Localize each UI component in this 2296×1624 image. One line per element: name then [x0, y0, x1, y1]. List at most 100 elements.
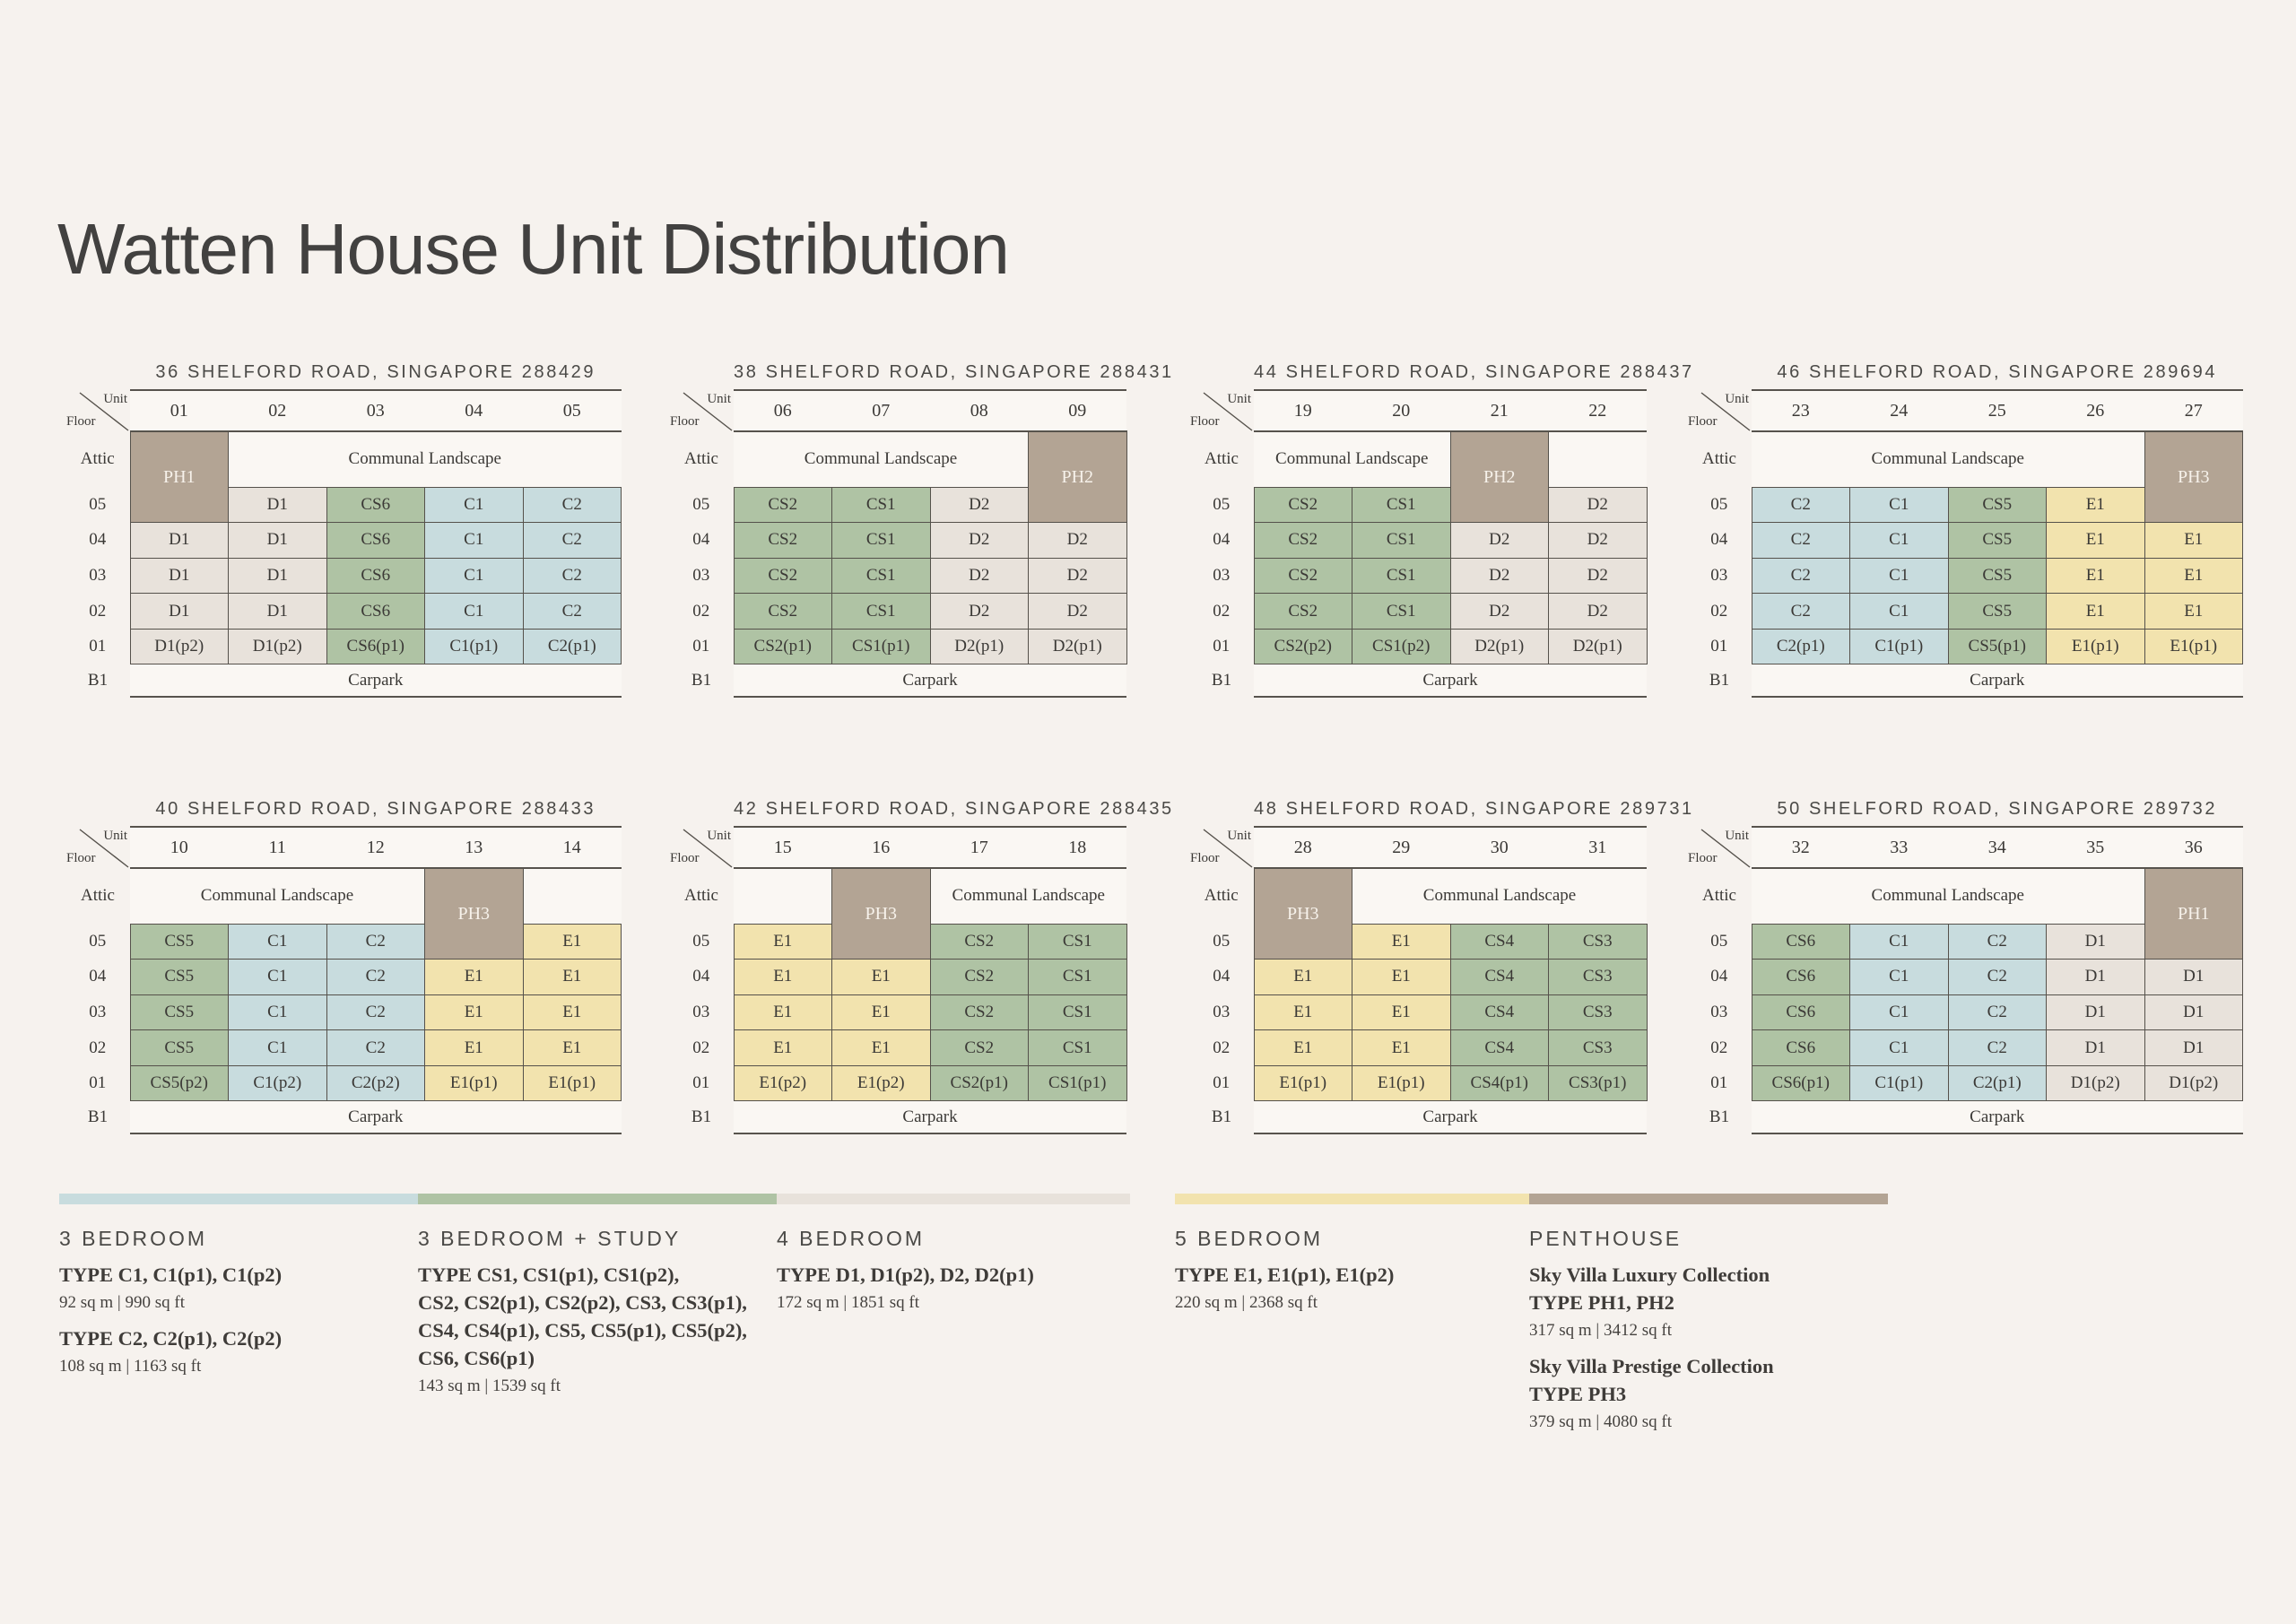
- unit-cell: D1(p2): [228, 628, 327, 665]
- unit-cell: CS1: [1028, 994, 1127, 1031]
- unit-cell: C1: [228, 923, 327, 960]
- unit-cell: E1: [2046, 522, 2145, 559]
- penthouse-cell: PH3: [424, 867, 524, 960]
- unit-cell: C1: [424, 522, 524, 559]
- unit-number: 30: [1450, 826, 1549, 869]
- unit-distribution-grid: Unit Floor 23 24 25 26 27 Attic Communal Landsca…: [1687, 389, 2243, 698]
- unit-cell: D2: [1028, 593, 1127, 630]
- unit-cell: C2(p1): [522, 628, 622, 665]
- floor-label: 03: [89, 1002, 107, 1021]
- unit-cell: D2: [1548, 593, 1648, 630]
- unit-cell: E1: [831, 1029, 931, 1066]
- unit-cell: C2: [522, 557, 622, 595]
- unit-number: 31: [1548, 826, 1647, 869]
- unit-cell: E1: [831, 959, 931, 995]
- floor-label: 01: [692, 1073, 710, 1093]
- unit-size: 220 sq m | 2368 sq ft: [1175, 1293, 1318, 1312]
- unit-number: 09: [1028, 389, 1126, 432]
- unit-number: 12: [326, 826, 425, 869]
- floor-label: 02: [1710, 601, 1728, 621]
- unit-axis-label: Unit: [1725, 829, 1749, 843]
- unit-cell: C1: [1849, 1029, 1949, 1066]
- unit-cell: E1: [1253, 959, 1352, 995]
- floor-label: 04: [1710, 967, 1728, 986]
- unit-cell: C1: [1849, 994, 1949, 1031]
- unit-cell: CS2: [929, 923, 1029, 960]
- floor-label: 04: [1213, 967, 1231, 986]
- unit-cell: D2(p1): [1449, 628, 1549, 665]
- unit-cell: D1: [129, 522, 229, 559]
- unit-cell: CS6: [326, 486, 425, 524]
- unit-cell: CS2: [1253, 522, 1352, 559]
- unit-size: 317 sq m | 3412 sq ft: [1529, 1321, 1672, 1340]
- legend-entry: Sky Villa Luxury Collection TYPE PH1, PH2…: [1529, 1261, 1888, 1343]
- unit-distribution-grid: Unit Floor 01 02 03 04 05 Attic PH1 Communal Land…: [65, 389, 622, 698]
- unit-cell: D2: [929, 557, 1029, 595]
- unit-number: 16: [831, 826, 930, 869]
- unit-distribution-grid: Unit Floor 32 33 34 35 36 Attic Communal Landsca…: [1687, 826, 2243, 1134]
- unit-cell: E1: [2144, 557, 2243, 595]
- floor-label: 01: [1213, 637, 1231, 656]
- unit-cell: C1: [1849, 522, 1949, 559]
- legend-entries: TYPE D1, D1(p2), D2, D2(p1) 172 sq m | 18…: [777, 1261, 1130, 1316]
- unit-cell: C2(p2): [326, 1064, 425, 1102]
- unit-cell: C2: [1751, 557, 1850, 595]
- unit-cell: C1: [1849, 923, 1949, 960]
- floor-axis-label: Floor: [66, 414, 96, 429]
- unit-cell: C2: [326, 1029, 425, 1066]
- unit-cell: CS2(p1): [733, 628, 832, 665]
- floor-label: B1: [1211, 1107, 1232, 1126]
- unit-cell: C2: [1751, 593, 1850, 630]
- unit-number: 23: [1752, 389, 1850, 432]
- legend-entry: TYPE C2, C2(p1), C2(p2) 108 sq m | 1163 s…: [59, 1324, 418, 1379]
- unit-cell: C2: [326, 959, 425, 995]
- legend-color-swatch: [1175, 1194, 1529, 1204]
- unit-cell: CS3: [1548, 923, 1648, 960]
- unit-cell: C2: [1947, 959, 2047, 995]
- unit-number: 22: [1548, 389, 1647, 432]
- unit-cell: E1: [522, 959, 622, 995]
- unit-cell: E1(p2): [733, 1064, 832, 1102]
- communal-landscape-cell: Communal Landscape: [734, 431, 1029, 487]
- unit-cell: CS5(p1): [1947, 628, 2047, 665]
- unit-number: 19: [1254, 389, 1352, 432]
- floor-label: 04: [89, 530, 107, 550]
- unit-number: 32: [1752, 826, 1850, 869]
- unit-cell: C2: [1947, 1029, 2047, 1066]
- carpark-cell: Carpark: [734, 1100, 1126, 1134]
- unit-cell: C1: [228, 994, 327, 1031]
- unit-cell: E1: [522, 994, 622, 1031]
- unit-cell: E1: [2144, 593, 2243, 630]
- legend-entries: TYPE CS1, CS1(p1), CS1(p2), CS2, CS2(p1),…: [418, 1261, 777, 1399]
- unit-axis-label: Unit: [1227, 392, 1251, 406]
- unit-number: 36: [2144, 826, 2243, 869]
- unit-cell: C1: [424, 486, 524, 524]
- unit-cell: C1: [1849, 593, 1949, 630]
- legend-category-label: 3 BEDROOM + STUDY: [418, 1227, 682, 1250]
- unit-cell: E1: [831, 994, 931, 1031]
- unit-number: 24: [1849, 389, 1948, 432]
- legend-category-label: 4 BEDROOM: [777, 1227, 926, 1250]
- unit-cell: CS4(p1): [1449, 1064, 1549, 1102]
- unit-cell: CS5: [1947, 557, 2047, 595]
- floor-axis-label: Floor: [1190, 414, 1220, 429]
- unit-number: 21: [1450, 389, 1549, 432]
- unit-cell: E1: [2046, 593, 2145, 630]
- legend-column: 3 BEDROOM + STUDY TYPE CS1, CS1(p1), CS1(…: [418, 1194, 777, 1408]
- unit-cell: D2: [929, 593, 1029, 630]
- unit-number: 35: [2046, 826, 2144, 869]
- unit-cell: CS1: [1352, 486, 1451, 524]
- unit-number: 20: [1352, 389, 1450, 432]
- unit-cell: CS6: [326, 593, 425, 630]
- unit-number: 27: [2144, 389, 2243, 432]
- floor-label: 01: [89, 637, 107, 656]
- unit-cell: CS1(p1): [1028, 1064, 1127, 1102]
- legend-category-label: 5 BEDROOM: [1175, 1227, 1324, 1250]
- unit-cell: CS2(p1): [929, 1064, 1029, 1102]
- unit-floor-axis-corner: Unit Floor: [1189, 390, 1254, 431]
- penthouse-cell: PH1: [129, 430, 229, 524]
- unit-cell: C1: [424, 593, 524, 630]
- building-address: 50 SHELFORD ROAD, SINGAPORE 289732: [1777, 799, 2218, 819]
- unit-cell: C2: [326, 923, 425, 960]
- floor-label: Attic: [1204, 886, 1239, 905]
